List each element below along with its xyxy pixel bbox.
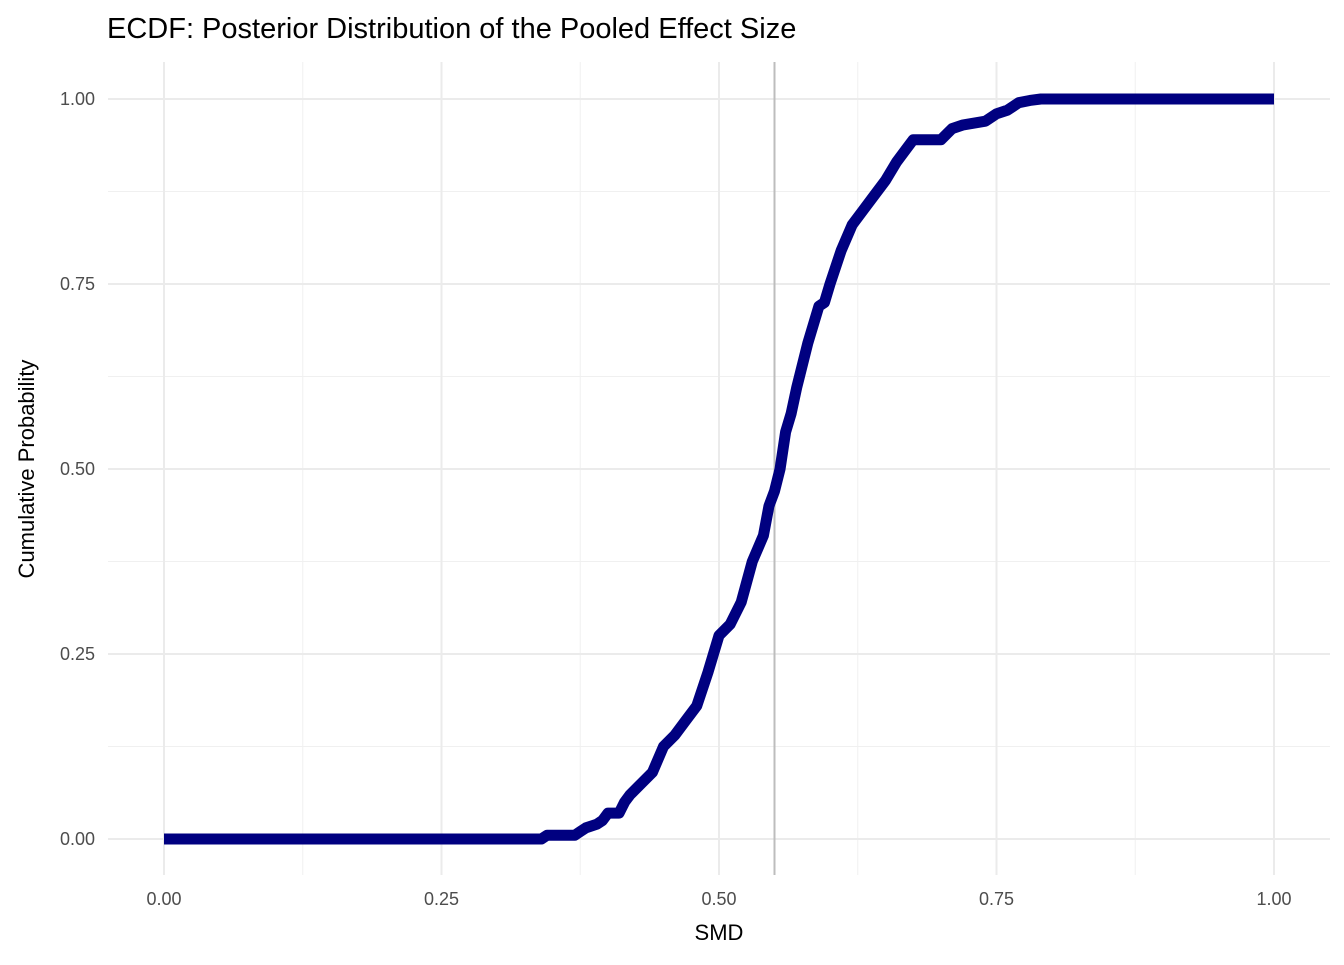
y-tick-label: 0.00 [60, 829, 95, 849]
x-tick-label: 0.75 [979, 889, 1014, 909]
x-tick-label: 0.50 [701, 889, 736, 909]
y-tick-label: 0.50 [60, 459, 95, 479]
tick-label-layer: 0.00 0.25 0.50 0.75 1.00 0.00 0.25 0.50 0.75 1.00 [60, 89, 1292, 909]
chart-title: ECDF: Posterior Distribution of the Pool… [107, 13, 796, 45]
grid-layer [108, 62, 1330, 875]
ecdf-line [164, 93, 1274, 845]
x-tick-label: 0.25 [424, 889, 459, 909]
y-tick-label: 0.25 [60, 644, 95, 664]
y-axis-title: Cumulative Probability [14, 360, 39, 579]
y-tick-label: 0.75 [60, 274, 95, 294]
x-tick-label: 1.00 [1256, 889, 1291, 909]
y-tick-label: 1.00 [60, 89, 95, 109]
x-tick-label: 0.00 [146, 889, 181, 909]
x-axis-title: SMD [695, 920, 744, 945]
series-layer [164, 93, 1274, 845]
